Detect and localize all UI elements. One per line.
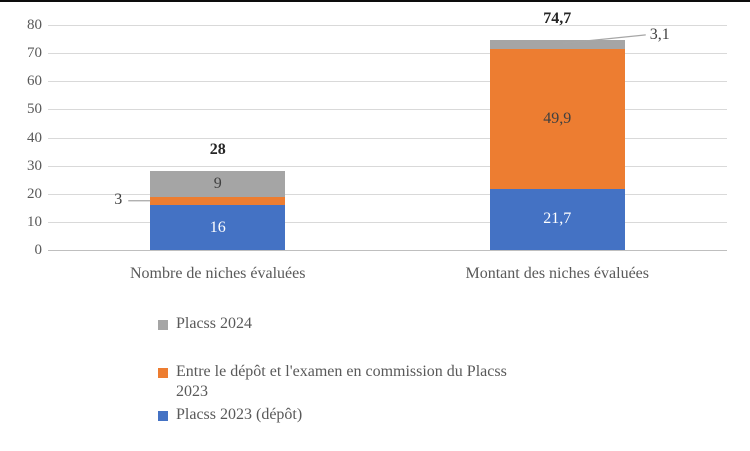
legend-entry: Placss 2024 [158, 314, 252, 334]
legend-label: Placss 2023 (dépôt) [176, 405, 302, 425]
legend-label-line: Placss 2024 [176, 315, 252, 332]
legend-entry: Entre le dépôt et l'examen en commission… [158, 362, 507, 402]
callout-value-label: 3 [114, 190, 123, 208]
gridline [48, 222, 727, 223]
legend-swatch [158, 411, 168, 421]
callout-value-label: 3,1 [649, 25, 670, 43]
gridline [48, 194, 727, 195]
y-tick-label: 50 [27, 101, 42, 117]
bar-segment [489, 48, 625, 189]
legend-label: Placss 2024 [176, 314, 252, 334]
y-tick-label: 0 [34, 242, 43, 258]
legend-label: Entre le dépôt et l'examen en commission… [176, 362, 507, 402]
gridline [48, 138, 727, 139]
gridline [48, 53, 727, 54]
segment-value-label: 49,9 [543, 109, 572, 127]
legend-label-line: 2023 [176, 383, 208, 400]
bar-segment [489, 188, 625, 250]
y-tick-label: 20 [27, 186, 42, 202]
bar-total-label: 74,7 [543, 9, 572, 27]
gridline [48, 81, 727, 82]
y-tick-label: 30 [27, 158, 42, 174]
legend-label-line: Entre le dépôt et l'examen en commission… [176, 363, 507, 380]
y-tick-label: 80 [27, 17, 42, 33]
gridline [48, 25, 727, 26]
segment-value-label: 21,7 [543, 210, 572, 228]
segment-value-label: 9 [213, 174, 222, 192]
gridline [48, 166, 727, 167]
bar-segment [150, 196, 286, 205]
bar-segment [150, 171, 286, 197]
segment-value-label: 16 [209, 218, 226, 236]
y-tick-label: 70 [27, 45, 42, 61]
y-tick-label: 60 [27, 73, 42, 89]
legend-swatch [158, 368, 168, 378]
legend-entry: Placss 2023 (dépôt) [158, 405, 302, 425]
bar-segment [489, 39, 625, 49]
legend-swatch [158, 320, 168, 330]
legend-label-line: Placss 2023 (dépôt) [176, 406, 303, 423]
bar-segment [150, 205, 286, 250]
x-axis-line [48, 250, 727, 251]
bar-total-label: 28 [209, 141, 226, 159]
category-label: Nombre de niches évaluées [130, 265, 306, 282]
category-label: Montant des niches évaluées [465, 265, 650, 282]
y-tick-label: 40 [27, 130, 42, 146]
gridline [48, 109, 727, 110]
y-tick-label: 10 [27, 214, 42, 230]
